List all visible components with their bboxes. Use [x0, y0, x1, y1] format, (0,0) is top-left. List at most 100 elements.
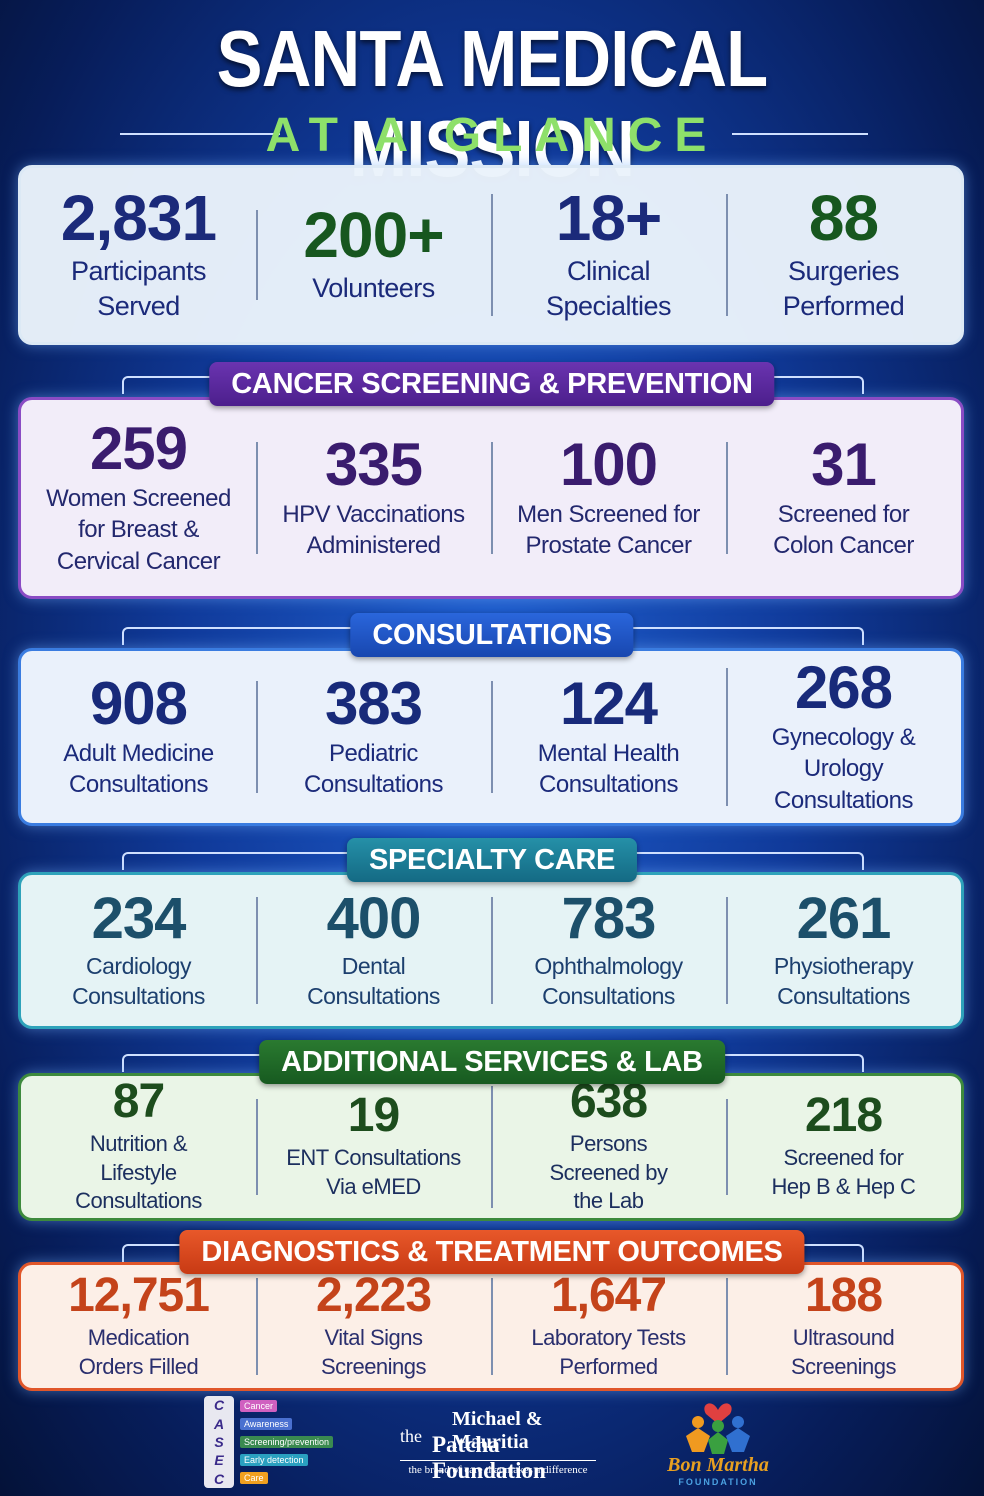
bon-martha-icon [686, 1403, 750, 1454]
stat-label-line: Screened by [549, 1159, 668, 1185]
stat: 783 Ophthalmology Consultations [491, 889, 726, 1012]
section-title: ADDITIONAL SERVICES & LAB [259, 1040, 725, 1084]
stat-value: 261 [796, 885, 892, 951]
stat-label-line: Adult Medicine [63, 739, 214, 767]
patcha-names: Michael & Mauritia [452, 1408, 543, 1453]
casec-item: Cancer [240, 1400, 278, 1412]
stat-value: 638 [569, 1075, 648, 1129]
stat: 2,223 Vital Signs Screenings [256, 1268, 491, 1381]
stat-value: 383 [324, 669, 423, 737]
stat: 200+ Volunteers [256, 203, 491, 306]
stat-label: Surgeries Performed [783, 254, 905, 324]
bon-martha-sub: FOUNDATION [678, 1477, 758, 1487]
stat-label-line: Performed [782, 291, 905, 321]
stat: 2,831 Participants Served [21, 186, 256, 324]
stat: 19 ENT Consultations Via eMED [256, 1092, 491, 1201]
casec-item: Screening/prevention [240, 1436, 334, 1448]
stat-value: 335 [324, 430, 423, 498]
stat-label: Physiotherapy Consultations [774, 952, 914, 1012]
stat-label-line: HPV Vaccinations [282, 500, 465, 528]
stat-label-line: Ophthalmology [534, 952, 683, 979]
stat-label-line: Hep B & Hep C [771, 1174, 916, 1199]
stat: 18+ Clinical Specialties [491, 186, 726, 324]
stat-value: 259 [89, 415, 188, 483]
stat-label-line: Mental Health [537, 739, 680, 767]
stat-label-line: Consultations [72, 982, 205, 1009]
section-title: CONSULTATIONS [350, 613, 634, 657]
figure [726, 1428, 750, 1452]
stat-value: 200+ [303, 199, 444, 272]
stat-value: 19 [347, 1089, 400, 1143]
stat-label: Participants Served [71, 254, 207, 324]
patcha-prefix: the [400, 1426, 422, 1446]
stat-label-line: Pediatric [329, 739, 418, 767]
figure [708, 1432, 728, 1454]
stat-label-line: Screened for [777, 500, 910, 528]
stat: 400 Dental Consultations [256, 889, 491, 1012]
section-panel: 87 Nutrition & Lifestyle Consultations 19 ENT… [18, 1073, 964, 1221]
stat-label: Cardiology Consultations [72, 952, 205, 1012]
stat-label-line: Screenings [790, 1353, 897, 1379]
section-panel: 12,751 Medication Orders Filled 2,223 Vital … [18, 1262, 964, 1391]
stat-value: 124 [559, 669, 658, 737]
stat-value: 234 [91, 885, 187, 951]
stat-label-line: Screenings [320, 1353, 427, 1379]
stat-label-line: Vital Signs [324, 1324, 423, 1350]
stat-label: Mental Health Consultations [538, 738, 680, 800]
stat-value: 100 [559, 430, 658, 498]
stat-label: Vital Signs Screenings [320, 1324, 427, 1381]
stat-value: 88 [808, 181, 879, 254]
stat-label-line: for Breast & [78, 516, 199, 544]
patcha-logo: the Michael & Mauritia Patcha Foundation… [398, 1404, 598, 1484]
section-panel: 234 Cardiology Consultations 400 Dental Consu… [18, 872, 964, 1029]
stat: 335 HPV Vaccinations Administered [256, 430, 491, 561]
rule [120, 133, 280, 135]
stat-label-line: Screened for [783, 1145, 904, 1171]
figure [692, 1416, 704, 1428]
subtitle: AT A GLANCE [265, 109, 719, 162]
stat: 261 Physiotherapy Consultations [726, 885, 961, 1012]
figure [712, 1420, 724, 1432]
section-panel: 908 Adult Medicine Consultations 383 Pediatr… [18, 648, 964, 826]
stat-label-line: Surgeries [787, 255, 900, 286]
stat-label-line: Dental [341, 952, 406, 979]
stat-value: 268 [794, 654, 893, 722]
stat: 383 Pediatric Consultations [256, 669, 491, 800]
stat-label-line: Administered [306, 532, 441, 559]
bon-martha-logo: Bon Martha FOUNDATION [660, 1396, 776, 1492]
stat: 124 Mental Health Consultations [491, 669, 726, 800]
stat-value: 2,831 [60, 181, 217, 254]
stat-value: 87 [112, 1075, 165, 1129]
stat-label-line: Via eMED [326, 1174, 421, 1199]
patcha-name: Patcha Foundation [432, 1432, 546, 1483]
stat-label: Nutrition & Lifestyle Consultations [75, 1130, 202, 1216]
stat-label-line: Volunteers [312, 273, 435, 304]
stat: 88 Surgeries Performed [726, 186, 961, 324]
stat: 87 Nutrition & Lifestyle Consultations [21, 1078, 256, 1216]
stat-label-line: Consultations [774, 786, 913, 814]
stat: 268 Gynecology & Urology Consultations [726, 658, 961, 816]
stat-label-line: Nutrition & [89, 1131, 188, 1157]
patcha-tagline: the brand of care that makes a differenc… [400, 1460, 596, 1476]
stat-label-line: Consultations [304, 771, 443, 798]
stat-label-line: Cervical Cancer [56, 547, 221, 575]
bon-martha-name: Bon Martha [667, 1454, 769, 1476]
stat-label-line: Specialties [545, 291, 672, 321]
stat-label-line: Persons [569, 1131, 648, 1157]
stat-label: Gynecology & Urology Consultations [771, 722, 916, 816]
stat-label-line: Consultations [307, 982, 440, 1009]
stat: 31 Screened for Colon Cancer [726, 434, 961, 561]
stat: 218 Screened for Hep B & Hep C [726, 1092, 961, 1201]
stat: 908 Adult Medicine Consultations [21, 673, 256, 800]
stat-label: Men Screened for Prostate Cancer [517, 499, 700, 561]
stat: 259 Women Screened for Breast & Cervical Ca… [21, 419, 256, 577]
stat-value: 2,223 [315, 1268, 432, 1322]
stat-label-line: Gynecology & [771, 724, 916, 752]
rule [732, 133, 868, 135]
casec-letter: E [214, 1452, 224, 1469]
stat: 12,751 Medication Orders Filled [21, 1271, 256, 1381]
stat-label: Screened for Hep B & Hep C [772, 1144, 916, 1201]
stat-label-line: Consultations [539, 771, 678, 798]
